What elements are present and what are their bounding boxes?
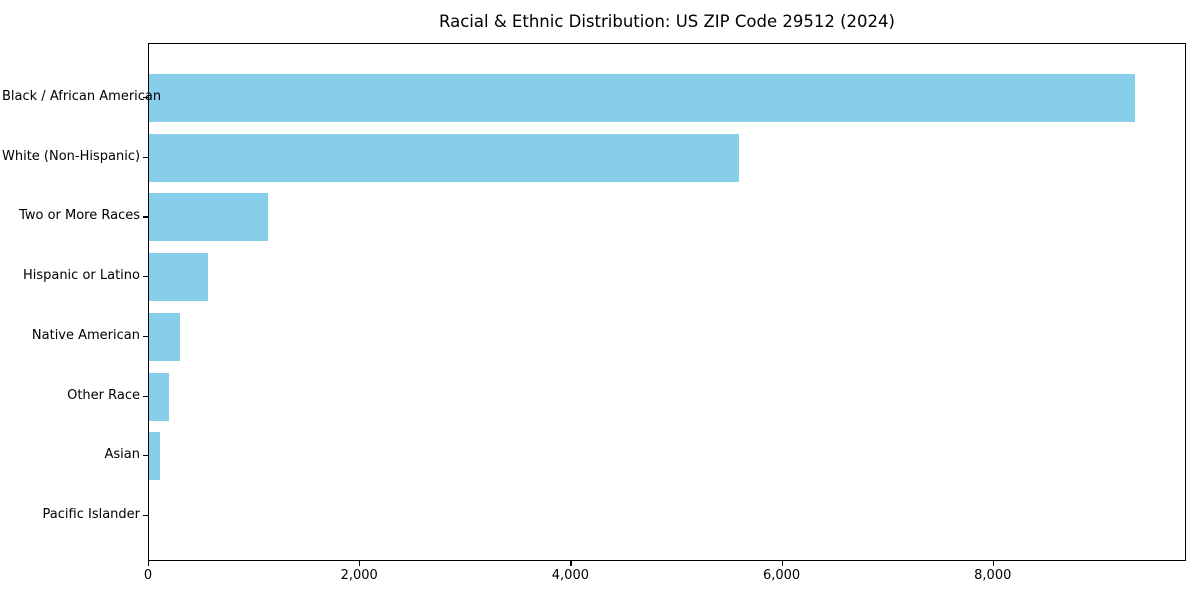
y-axis-label: Pacific Islander: [42, 506, 140, 522]
x-tick-label: 6,000: [762, 568, 801, 583]
y-axis-label: Two or More Races: [19, 208, 140, 224]
chart-title: Racial & Ethnic Distribution: US ZIP Cod…: [439, 12, 895, 31]
x-tick-mark: [992, 561, 994, 566]
y-axis-label: Hispanic or Latino: [22, 268, 140, 284]
y-tick-mark: [143, 395, 148, 397]
y-tick-mark: [143, 335, 148, 337]
x-tick-label: 4,000: [551, 568, 589, 583]
x-tick-mark: [570, 561, 572, 566]
x-tick-label: 0: [143, 568, 153, 583]
y-tick-mark: [143, 455, 148, 457]
x-tick-label: 2,000: [340, 568, 378, 583]
bar: [149, 193, 269, 242]
bar: [149, 312, 181, 361]
x-tick-mark: [781, 561, 783, 566]
bar: [149, 74, 1136, 122]
x-tick-label: 8,000: [974, 568, 1012, 583]
y-tick-mark: [143, 156, 148, 158]
y-tick-mark: [143, 276, 148, 278]
y-axis-label: Black / African American: [2, 89, 162, 104]
bar: [149, 372, 170, 421]
bar: [149, 133, 740, 182]
y-axis-label: Native American: [31, 327, 140, 343]
plot-area: [148, 43, 1186, 561]
x-tick-mark: [359, 561, 361, 566]
y-tick-mark: [143, 216, 148, 218]
x-tick-mark: [148, 561, 150, 566]
y-tick-mark: [143, 514, 148, 517]
y-axis-label: Other Race: [67, 387, 140, 403]
y-axis-label: Asian: [104, 447, 140, 463]
y-tick-mark: [143, 97, 148, 99]
bar: [149, 432, 161, 481]
bar: [149, 253, 209, 302]
y-axis-label: White (Non-Hispanic): [2, 148, 141, 164]
